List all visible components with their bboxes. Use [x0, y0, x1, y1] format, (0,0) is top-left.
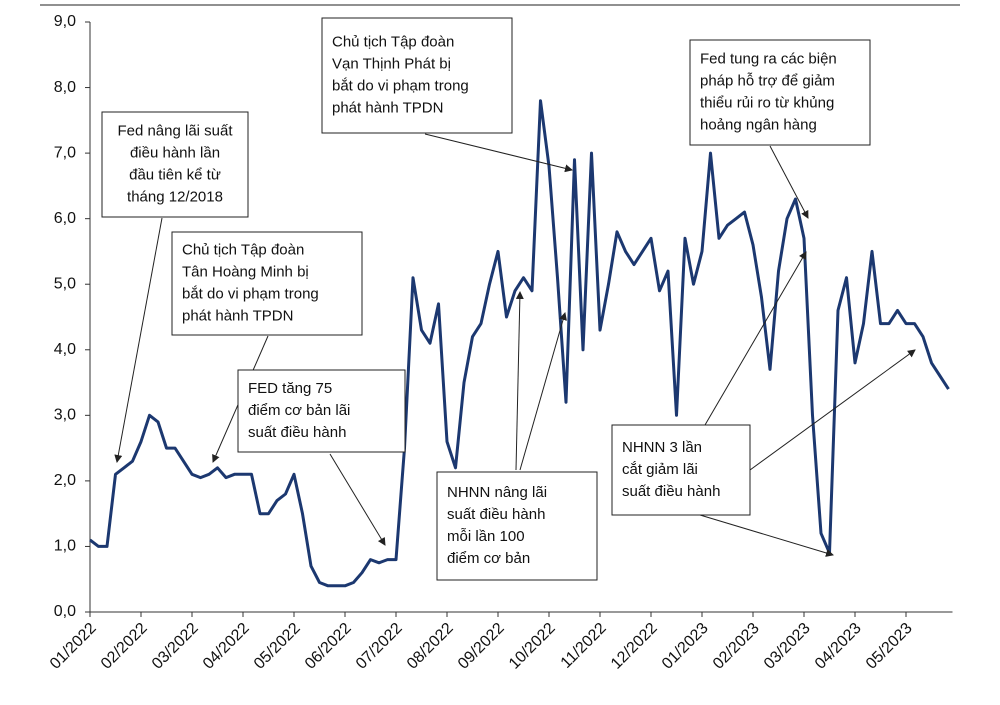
y-tick-label: 1,0	[54, 538, 76, 555]
x-tick-label: 01/2022	[47, 620, 100, 673]
y-tick-label: 4,0	[54, 341, 76, 358]
x-tick-label: 04/2023	[812, 620, 865, 673]
annotation: FED tăng 75 điểm cơ bản lãi suất điều hành	[237, 369, 406, 453]
y-tick-label: 0,0	[54, 603, 76, 620]
annotation-text: điểm cơ bản lãi	[248, 402, 350, 419]
annotation-text: suất điều hành	[447, 506, 545, 523]
annotation-text: mỗi lần 100	[447, 528, 525, 545]
x-tick-label: 12/2022	[608, 620, 661, 673]
y-tick-label: 9,0	[54, 13, 76, 30]
annotation-text: FED tăng 75	[248, 380, 332, 397]
y-tick-label: 2,0	[54, 472, 76, 489]
arrow	[515, 291, 524, 471]
annotation: Fed tung ra các biện pháp hỗ trợ để giảm t…	[689, 39, 871, 146]
annotation-box	[689, 39, 871, 146]
x-tick-label: 08/2022	[404, 620, 457, 673]
annotation-text: Fed tung ra các biện	[700, 50, 837, 67]
x-tick-label: 02/2022	[98, 620, 151, 673]
annotation-text: Tân Hoàng Minh bị	[182, 263, 309, 280]
annotation-text: thiểu rủi ro từ khủng	[700, 94, 834, 111]
annotation-text: cắt giảm lãi	[622, 461, 698, 478]
arrow	[749, 349, 916, 471]
annotation-text: Fed nâng lãi suất	[117, 122, 233, 139]
annotation-text: NHNN nâng lãi	[447, 484, 547, 501]
x-tick-label: 06/2022	[302, 620, 355, 673]
y-tick-label: 8,0	[54, 79, 76, 96]
annotation-text: phát hành TPDN	[182, 307, 293, 324]
annotation-text: điểm cơ bản	[447, 550, 530, 567]
annotation-text: Chủ tịch Tập đoàn	[182, 241, 304, 258]
x-tick-label: 05/2023	[863, 620, 916, 673]
arrow	[519, 312, 567, 471]
annotation-text: bắt do vi phạm trong	[182, 285, 319, 302]
annotation-box	[436, 471, 598, 581]
annotation-text: phát hành TPDN	[332, 99, 443, 116]
series-line	[89, 99, 950, 588]
annotation-box	[611, 424, 751, 516]
annotations: Fed nâng lãi suất điều hành lần đầu tiên k…	[101, 17, 871, 581]
x-tick-label: 03/2023	[761, 620, 814, 673]
x-tick-label: 04/2022	[200, 620, 253, 673]
x-tick-label: 05/2022	[251, 620, 304, 673]
x-tick-label: 10/2022	[506, 620, 559, 673]
annotation: NHNN nâng lãi suất điều hành mỗi lần 100 đi…	[436, 471, 598, 581]
x-tick-label: 09/2022	[455, 620, 508, 673]
y-tick-label: 6,0	[54, 210, 76, 227]
y-tick-label: 5,0	[54, 275, 76, 292]
annotation-text: điều hành lần	[130, 144, 220, 161]
annotation-text: đầu tiên kể từ	[129, 166, 221, 183]
arrow	[699, 514, 834, 557]
annotation-text: Vạn Thịnh Phát bị	[332, 55, 451, 72]
annotation: Chủ tịch Tập đoàn Vạn Thịnh Phát bị bắt do…	[321, 17, 513, 134]
annotation-text: NHNN 3 lần	[622, 439, 702, 456]
annotation: Chủ tịch Tập đoàn Tân Hoàng Minh bị bắt do…	[171, 231, 363, 336]
arrows	[114, 133, 916, 557]
x-tick-label: 07/2022	[353, 620, 406, 673]
annotation-text: hoảng ngân hàng	[700, 116, 817, 133]
x-tick-label: 02/2023	[710, 620, 763, 673]
annotation: NHNN 3 lần cắt giảm lãi suất điều hành	[611, 424, 751, 516]
annotation-text: suất điều hành	[248, 424, 346, 441]
x-tick-label: 01/2023	[659, 620, 712, 673]
x-tick-label: 11/2022	[558, 620, 610, 672]
annotation-box	[171, 231, 363, 336]
arrow	[329, 453, 386, 546]
annotation-box	[101, 111, 249, 218]
annotation-box	[321, 17, 513, 134]
arrow	[424, 133, 573, 173]
annotation-text: bắt do vi phạm trong	[332, 77, 469, 94]
arrow	[114, 217, 163, 463]
annotation-text: pháp hỗ trợ để giảm	[700, 72, 835, 89]
annotation-text: tháng 12/2018	[127, 188, 223, 205]
annotation-text: Chủ tịch Tập đoàn	[332, 33, 454, 50]
annotation-box	[237, 369, 406, 453]
annotation-text: suất điều hành	[622, 483, 720, 500]
y-tick-label: 7,0	[54, 144, 76, 161]
y-tick-label: 3,0	[54, 407, 76, 424]
annotation: Fed nâng lãi suất điều hành lần đầu tiên k…	[101, 111, 249, 218]
arrow	[704, 251, 807, 426]
arrow	[769, 145, 809, 219]
x-tick-label: 03/2022	[149, 620, 202, 673]
